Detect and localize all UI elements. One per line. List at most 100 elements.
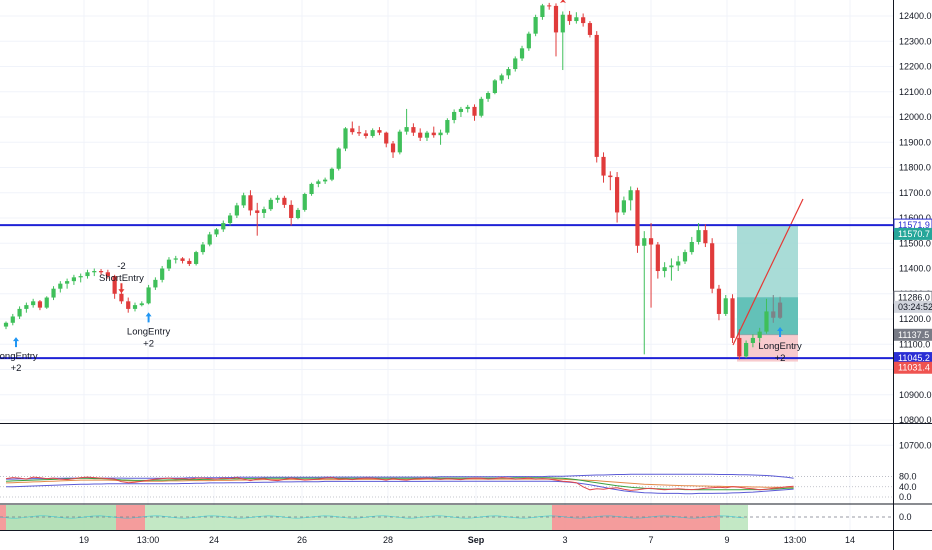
candle-body bbox=[655, 244, 660, 272]
candle-body bbox=[424, 132, 430, 138]
oscillator-tick-label: 0.0 bbox=[899, 492, 912, 502]
price-tick-label: 10900.0 bbox=[899, 390, 932, 400]
zone-band bbox=[720, 505, 748, 530]
candle-body bbox=[329, 168, 335, 180]
candle-body bbox=[194, 252, 199, 264]
candle-body bbox=[207, 234, 212, 245]
candle-body bbox=[78, 276, 83, 278]
signal-label: +2 bbox=[775, 353, 786, 364]
candle-body bbox=[764, 311, 769, 332]
candle-body bbox=[621, 200, 626, 213]
time-tick-label: 14 bbox=[845, 535, 855, 545]
price-tick-label: 12200.0 bbox=[899, 62, 932, 72]
oscillator-tick-label: 40.0 bbox=[899, 482, 917, 492]
signal-label: LongEntry bbox=[758, 341, 802, 352]
candle-body bbox=[221, 223, 226, 230]
signal-label: -2 bbox=[117, 261, 125, 272]
candle-body bbox=[547, 5, 552, 7]
long-arrow-icon bbox=[777, 327, 784, 337]
candle-body bbox=[302, 194, 307, 210]
candle-body bbox=[710, 243, 715, 289]
zone-band bbox=[552, 505, 720, 530]
candle-body bbox=[723, 298, 728, 314]
candle-body bbox=[526, 33, 531, 49]
price-tick-label: 11700.0 bbox=[899, 188, 931, 198]
candle-body bbox=[744, 342, 749, 357]
candle-body bbox=[519, 48, 525, 59]
candle-body bbox=[438, 132, 443, 136]
price-tag-label: 11045.2 bbox=[898, 353, 930, 363]
candle-body bbox=[65, 281, 70, 284]
price-tick-label: 11900.0 bbox=[899, 137, 931, 147]
candle-body bbox=[730, 298, 735, 338]
candle-body bbox=[248, 195, 253, 211]
candle-body bbox=[581, 17, 586, 24]
candle-body bbox=[594, 34, 599, 157]
time-tick-label: 9 bbox=[724, 535, 729, 545]
candle-body bbox=[716, 288, 722, 314]
candle-body bbox=[587, 23, 593, 35]
candle-body bbox=[166, 259, 172, 269]
candle-body bbox=[44, 297, 49, 308]
horizontal-lines bbox=[0, 224, 893, 360]
candle-body bbox=[289, 204, 294, 218]
candle-body bbox=[227, 215, 233, 224]
time-axis-labels: 19 13:00 24 26 28 Sep 3 7 9 13:00 14 bbox=[79, 535, 855, 545]
candle-body bbox=[370, 130, 375, 136]
price-tick-label: 12000.0 bbox=[899, 112, 932, 122]
price-tag-label: 03:24:52 bbox=[898, 302, 932, 312]
oscillator-series bbox=[6, 473, 794, 480]
candle-body bbox=[737, 337, 742, 357]
price-tick-label: 11600.0 bbox=[899, 213, 931, 223]
zone-band bbox=[116, 505, 145, 530]
candle-body bbox=[153, 279, 158, 288]
price-tick-label: 10700.0 bbox=[899, 440, 932, 450]
candle-body bbox=[574, 17, 579, 22]
candle-body bbox=[295, 209, 301, 218]
price-tick-label: 11400.0 bbox=[899, 264, 931, 274]
candle-body bbox=[615, 177, 620, 213]
candle-body bbox=[757, 331, 762, 338]
signal-annotations: LongEntry+2-2ShortEntryLongEntry+2LongEn… bbox=[0, 0, 802, 374]
candle-body bbox=[642, 238, 647, 246]
candle-body bbox=[777, 302, 783, 318]
candle-body bbox=[431, 132, 436, 136]
time-tick-label: 19 bbox=[79, 535, 89, 545]
candle-body bbox=[689, 241, 694, 253]
signal-label: LongEntry bbox=[0, 351, 38, 362]
trend-line bbox=[732, 198, 804, 346]
price-tag-label: 11571.9 bbox=[898, 220, 930, 230]
candle-body bbox=[241, 195, 246, 206]
candle-body bbox=[506, 69, 511, 76]
candle-body bbox=[180, 258, 185, 261]
signal-label: +2 bbox=[11, 363, 22, 374]
candle-body bbox=[648, 238, 654, 245]
price-tick-label: 11500.0 bbox=[899, 238, 931, 248]
candle-body bbox=[465, 106, 470, 109]
candle-body bbox=[323, 179, 328, 182]
candle-body bbox=[356, 132, 362, 134]
time-tick-label: 3 bbox=[562, 535, 567, 545]
candle-body bbox=[540, 5, 545, 18]
candle-body bbox=[17, 308, 22, 317]
candle-body bbox=[703, 230, 708, 244]
candle-body bbox=[24, 305, 29, 309]
candle-body bbox=[676, 261, 681, 266]
price-tick-label: 12300.0 bbox=[899, 36, 932, 46]
candle-body bbox=[3, 322, 9, 327]
candle-body bbox=[214, 229, 219, 235]
price-tick-label: 12100.0 bbox=[899, 87, 932, 97]
candle-body bbox=[85, 272, 90, 277]
candle-body bbox=[132, 305, 138, 309]
candle-body bbox=[105, 272, 110, 277]
candle-body bbox=[309, 183, 314, 195]
oscillator-series bbox=[5, 476, 794, 491]
oscillator-pane bbox=[0, 473, 893, 498]
candle-body bbox=[418, 132, 423, 138]
candle-body bbox=[397, 131, 402, 153]
candle-body bbox=[485, 93, 491, 99]
candle-body bbox=[343, 128, 348, 149]
candle-body bbox=[268, 199, 273, 210]
